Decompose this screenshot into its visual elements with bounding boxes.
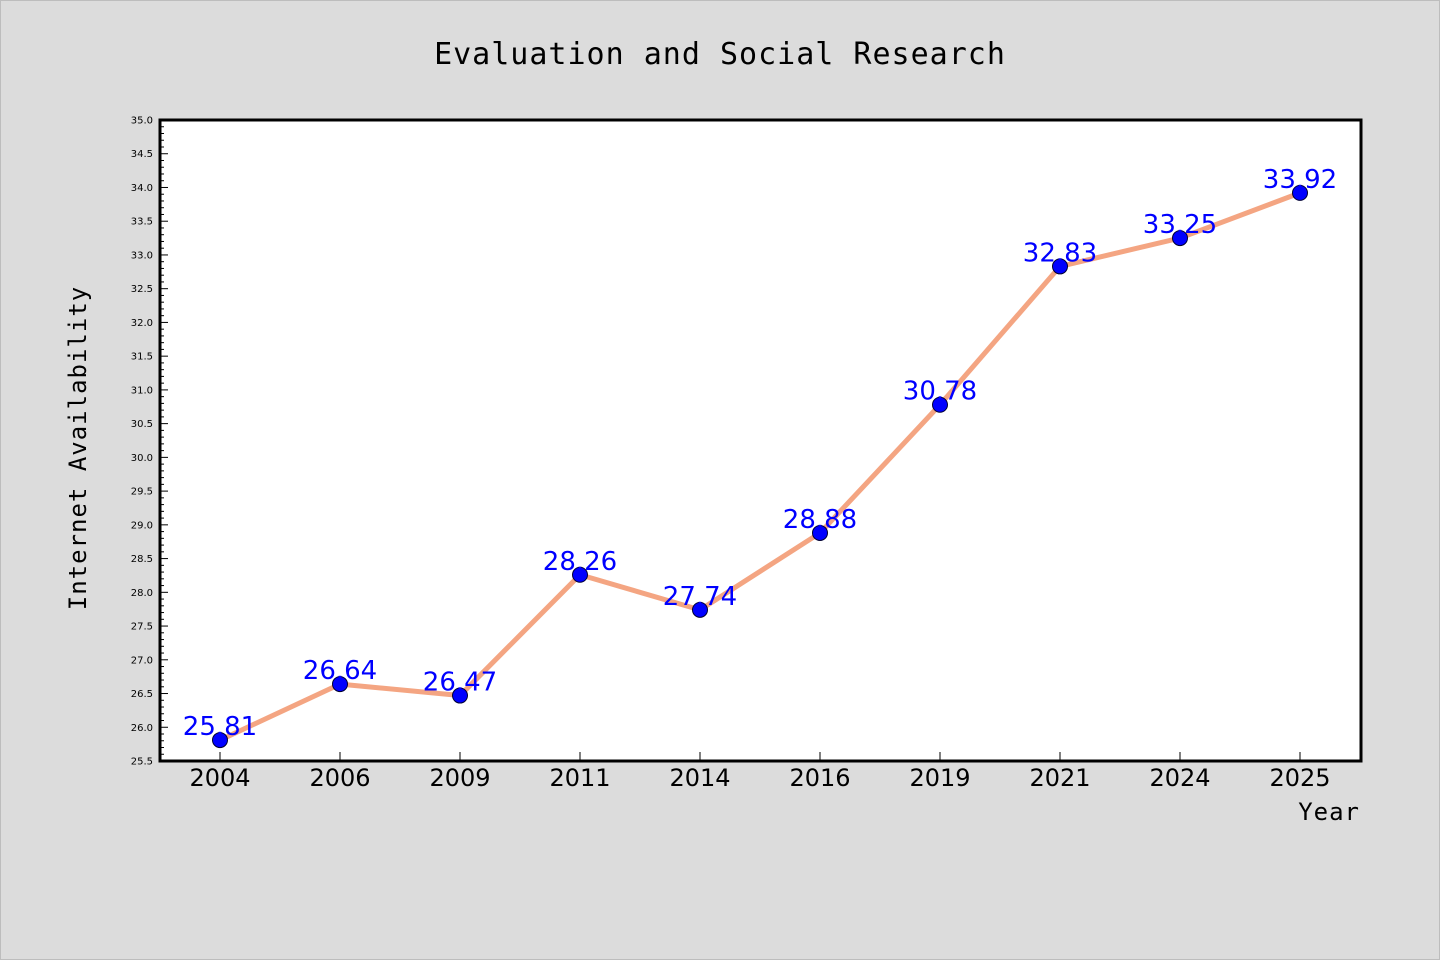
data-label: 25.81 <box>183 712 257 742</box>
x-axis: 2004 2006 2009 2011 2014 2016 2019 2021 2024 2025 <box>189 752 1331 792</box>
x-tick-label: 2009 <box>429 764 490 792</box>
data-point <box>332 676 348 693</box>
x-tick-label: 2025 <box>1269 764 1330 792</box>
data-point <box>692 601 708 618</box>
y-tick-label: 32.5 <box>131 284 153 295</box>
y-tick-label: 28.5 <box>131 554 153 565</box>
series-line <box>217 190 1303 743</box>
data-label: 26.47 <box>423 668 497 698</box>
data-point <box>212 732 228 749</box>
y-tick-label: 27.5 <box>131 622 153 633</box>
y-tick-label: 26.0 <box>131 723 153 734</box>
x-tick-label: 2004 <box>189 764 250 792</box>
x-tick-label: 2024 <box>1149 764 1210 792</box>
data-label: 27.74 <box>663 582 737 612</box>
data-point <box>1292 184 1308 201</box>
x-tick-label: 2016 <box>789 764 850 792</box>
y-tick-label: 33.5 <box>131 217 153 228</box>
data-label: 33.92 <box>1263 165 1337 195</box>
x-tick-label: 2011 <box>549 764 610 792</box>
y-tick-label: 33.0 <box>131 250 153 261</box>
x-tick-label: 2006 <box>309 764 370 792</box>
y-tick-label: 31.0 <box>131 385 153 396</box>
data-label: 32.83 <box>1023 238 1097 268</box>
y-tick-label: 32.0 <box>131 318 153 329</box>
chart-title: Evaluation and Social Research <box>434 37 1006 72</box>
y-tick-label: 35.0 <box>131 116 153 127</box>
x-tick-label: 2021 <box>1029 764 1090 792</box>
x-tick-label: 2019 <box>909 764 970 792</box>
y-tick-label: 28.0 <box>131 588 153 599</box>
x-axis-label: Year <box>1298 798 1360 826</box>
series-layer <box>212 184 1308 749</box>
y-tick-label: 31.5 <box>131 352 153 363</box>
data-point <box>1052 258 1068 275</box>
x-tick-label: 2014 <box>669 764 730 792</box>
y-tick-label: 34.5 <box>131 149 153 160</box>
y-tick-label: 26.5 <box>131 689 153 700</box>
data-label: 33.25 <box>1143 210 1217 240</box>
data-point <box>932 396 948 413</box>
data-point <box>572 566 588 583</box>
y-axis: 25.5 26.0 26.5 27.0 27.5 28.0 28.5 29.0 29.5 30.0… <box>131 116 168 768</box>
y-axis-label: Internet Availability <box>64 286 92 610</box>
y-tick-label: 25.5 <box>131 757 153 768</box>
data-label: 28.88 <box>783 505 857 535</box>
y-tick-label: 30.5 <box>131 419 153 430</box>
data-label: 28.26 <box>543 547 617 577</box>
data-point <box>812 524 828 541</box>
plot-area <box>158 118 1363 763</box>
y-tick-label: 34.0 <box>131 183 153 194</box>
data-point <box>1172 230 1188 247</box>
y-tick-label: 30.0 <box>131 453 153 464</box>
data-label: 30.78 <box>903 377 977 407</box>
data-point <box>452 687 468 704</box>
data-label: 26.64 <box>303 656 377 686</box>
y-tick-label: 27.0 <box>131 655 153 666</box>
data-label-layer: 25.81 26.64 26.47 28.26 27.74 28.88 30.78 32.83… <box>183 165 1337 742</box>
y-tick-label: 29.5 <box>131 487 153 498</box>
y-tick-label: 29.0 <box>131 520 153 531</box>
